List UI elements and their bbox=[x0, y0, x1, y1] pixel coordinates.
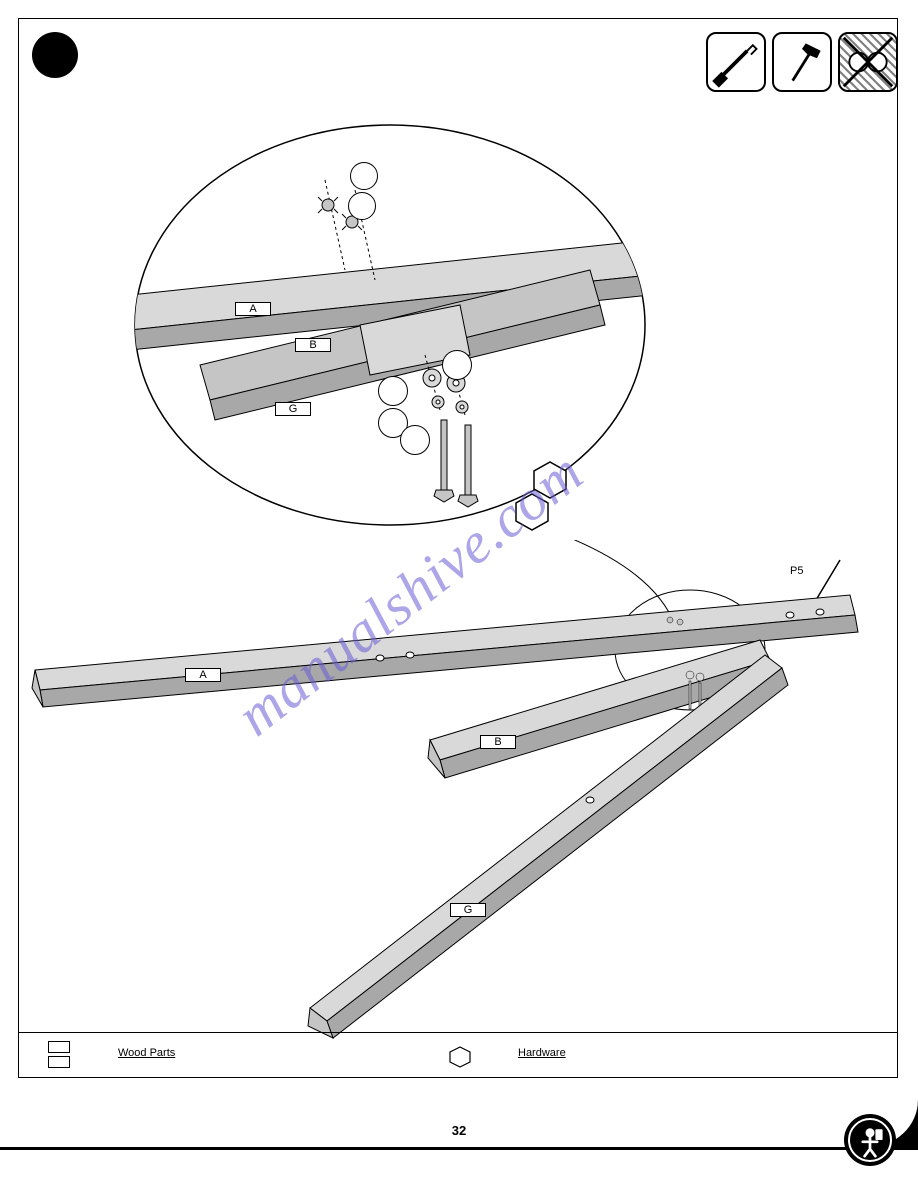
hardware-hex-icon bbox=[448, 1045, 472, 1069]
page-number: 32 bbox=[452, 1123, 466, 1138]
detail-hw-dd2 bbox=[348, 192, 376, 220]
wood-parts-icon bbox=[48, 1041, 70, 1071]
overview-label-b: B bbox=[480, 735, 516, 749]
overview-label-g: G bbox=[450, 903, 486, 917]
detail-label-a: A bbox=[235, 302, 271, 316]
overview-label-a: A bbox=[185, 668, 221, 682]
detail-hw-dd1 bbox=[350, 162, 378, 190]
wood-parts-label: Wood Parts bbox=[118, 1047, 175, 1059]
detail-hw-n2 bbox=[378, 376, 408, 406]
overview-callout-p5: P5 bbox=[790, 565, 803, 577]
detail-hw-r2 bbox=[400, 425, 430, 455]
page-body-curve bbox=[0, 1090, 918, 1150]
detail-label-b: B bbox=[295, 338, 331, 352]
tool-icons bbox=[706, 32, 898, 92]
detail-label-g: G bbox=[275, 402, 311, 416]
detail-hw-n1 bbox=[442, 350, 472, 380]
help-badge-icon bbox=[844, 1114, 896, 1166]
overview-view: A B G P5 bbox=[30, 540, 880, 1040]
parts-strip: Wood Parts Hardware bbox=[18, 1032, 898, 1078]
hardware-label: Hardware bbox=[518, 1047, 566, 1059]
do-not-tighten-icon bbox=[838, 32, 898, 92]
screwdriver-icon bbox=[706, 32, 766, 92]
detail-hw-u2 bbox=[512, 492, 552, 532]
detail-view: A B G bbox=[130, 120, 650, 530]
hammer-icon bbox=[772, 32, 832, 92]
step-number-circle bbox=[32, 32, 78, 78]
